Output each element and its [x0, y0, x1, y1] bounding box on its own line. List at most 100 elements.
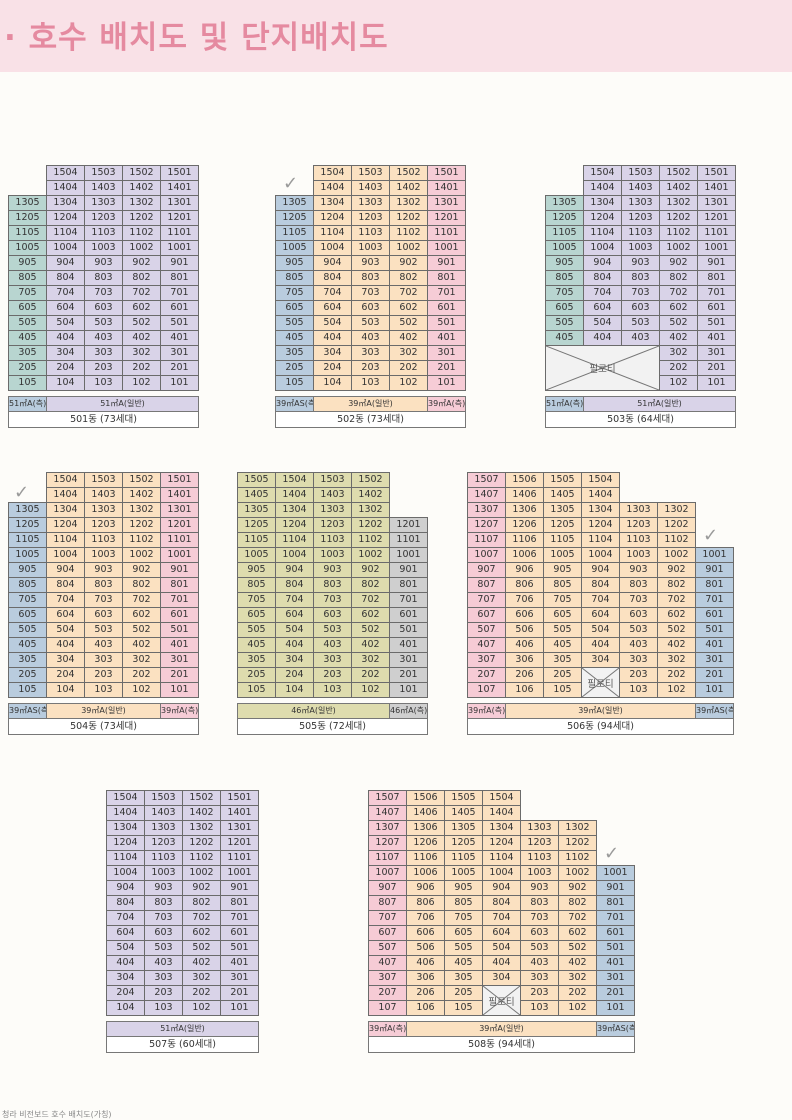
unit-cell: 601 — [427, 300, 466, 316]
unit-cell: 1302 — [122, 195, 161, 211]
unit-cell: 605 — [275, 300, 314, 316]
legend-item: 39㎡A(일반) — [46, 703, 161, 719]
unit-cell: 1502 — [182, 790, 221, 806]
unit-cell: 1404 — [583, 180, 622, 196]
unit-cell: 403 — [351, 330, 390, 346]
pilotis-area: 필로티 — [545, 345, 660, 391]
pilotis-cross-mark — [546, 346, 659, 390]
unit-cell: 303 — [144, 970, 183, 986]
unit-cell: 405 — [444, 955, 483, 971]
unit-cell: 402 — [182, 955, 221, 971]
building-caption: 506동 (94세대) — [467, 719, 734, 735]
unit-cell: 301 — [389, 652, 428, 668]
unit-cell: 401 — [427, 330, 466, 346]
unit-cell: 102 — [182, 1000, 221, 1016]
unit-cell: 507 — [467, 622, 506, 638]
unit-cell: 507 — [368, 940, 407, 956]
unit-cell: 1004 — [583, 240, 622, 256]
unit-cell: 1303 — [144, 820, 183, 836]
unit-cell: 1202 — [659, 210, 698, 226]
unit-cell: 702 — [182, 910, 221, 926]
unit-cell: 1002 — [558, 865, 597, 881]
unit-cell: 1304 — [46, 195, 85, 211]
unit-cell: 805 — [237, 577, 276, 593]
unit-cell: 401 — [160, 637, 199, 653]
unit-cell: 1004 — [275, 547, 314, 563]
unit-cell: 1301 — [160, 195, 199, 211]
unit-cell: 702 — [351, 592, 390, 608]
unit-cell: 901 — [220, 880, 259, 896]
unit-cell: 501 — [695, 622, 734, 638]
unit-cell: 1404 — [275, 487, 314, 503]
unit-cell: 404 — [46, 330, 85, 346]
unit-cell: 1104 — [46, 225, 85, 241]
unit-cell: 206 — [406, 985, 445, 1001]
unit-cell: 905 — [8, 562, 47, 578]
unit-cell: 805 — [444, 895, 483, 911]
unit-cell: 1102 — [122, 225, 161, 241]
unit-cell: 201 — [695, 667, 734, 683]
unit-cell: 603 — [313, 607, 352, 623]
unit-cell: 1001 — [596, 865, 635, 881]
unit-cell: 102 — [558, 1000, 597, 1016]
unit-cell: 101 — [427, 375, 466, 391]
unit-cell: 1304 — [583, 195, 622, 211]
unit-cell: 502 — [657, 622, 696, 638]
unit-cell: 103 — [619, 682, 658, 698]
unit-cell: 1002 — [659, 240, 698, 256]
unit-cell: 104 — [313, 375, 352, 391]
unit-cell: 402 — [122, 637, 161, 653]
unit-cell: 1505 — [444, 790, 483, 806]
unit-cell: 505 — [8, 622, 47, 638]
unit-cell: 1004 — [482, 865, 521, 881]
unit-cell: 305 — [237, 652, 276, 668]
unit-cell: 1002 — [657, 547, 696, 563]
unit-cell: 504 — [313, 315, 352, 331]
unit-cell: 1203 — [520, 835, 559, 851]
unit-cell: 503 — [619, 622, 658, 638]
unit-cell: 1207 — [467, 517, 506, 533]
building-caption: 503동 (64세대) — [545, 412, 736, 428]
unit-cell: 1003 — [619, 547, 658, 563]
unit-cell: 204 — [313, 360, 352, 376]
unit-cell: 1303 — [621, 195, 660, 211]
unit-cell: 203 — [84, 360, 123, 376]
unit-cell: 1504 — [46, 165, 85, 181]
unit-cell: 1004 — [313, 240, 352, 256]
unit-cell: 1002 — [122, 547, 161, 563]
unit-cell: 702 — [558, 910, 597, 926]
unit-cell: 903 — [520, 880, 559, 896]
unit-cell: 505 — [543, 622, 582, 638]
unit-cell: 402 — [389, 330, 428, 346]
legend-item: 46㎡A(일반) — [237, 703, 390, 719]
unit-cell: 1505 — [543, 472, 582, 488]
unit-cell: 805 — [8, 577, 47, 593]
unit-cell: 607 — [368, 925, 407, 941]
unit-cell: 205 — [8, 667, 47, 683]
unit-cell: 1404 — [106, 805, 145, 821]
unit-cell: 103 — [144, 1000, 183, 1016]
unit-cell: 104 — [106, 1000, 145, 1016]
unit-cell: 304 — [106, 970, 145, 986]
unit-cell: 205 — [543, 667, 582, 683]
building-caption: 505동 (72세대) — [237, 719, 428, 735]
unit-cell: 1305 — [545, 195, 584, 211]
unit-cell: 1403 — [621, 180, 660, 196]
unit-cell: 1003 — [621, 240, 660, 256]
unit-cell: 604 — [583, 300, 622, 316]
unit-cell: 807 — [368, 895, 407, 911]
unit-cell: 1501 — [160, 472, 199, 488]
unit-cell: 1201 — [697, 210, 736, 226]
pilotis-area: 필로티 — [581, 667, 620, 698]
unit-cell: 1405 — [444, 805, 483, 821]
unit-cell: 102 — [122, 375, 161, 391]
unit-cell: 703 — [621, 285, 660, 301]
unit-cell: 205 — [444, 985, 483, 1001]
building-caption: 502동 (73세대) — [275, 412, 466, 428]
unit-cell: 1003 — [84, 240, 123, 256]
unit-cell: 202 — [389, 360, 428, 376]
unit-cell: 107 — [467, 682, 506, 698]
unit-cell: 1304 — [106, 820, 145, 836]
unit-cell: 1305 — [8, 195, 47, 211]
unit-cell: 402 — [657, 637, 696, 653]
